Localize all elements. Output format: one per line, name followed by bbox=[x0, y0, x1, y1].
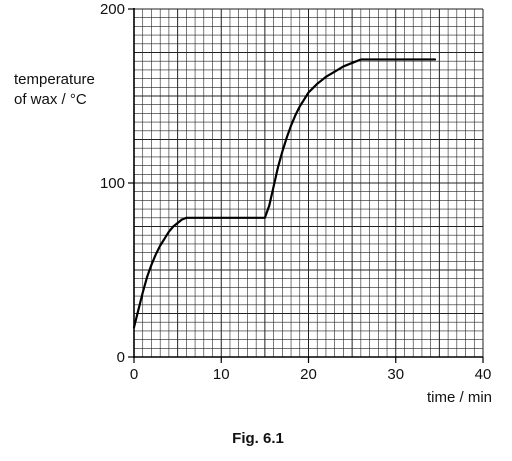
tick-labels: 0 10 20 30 40 0 100 200 bbox=[100, 1, 491, 383]
x-tick-label: 0 bbox=[130, 366, 138, 383]
grid bbox=[133, 8, 484, 358]
x-tick-label: 40 bbox=[475, 366, 492, 383]
y-tick-label: 0 bbox=[117, 349, 125, 366]
x-tick-label: 10 bbox=[213, 366, 230, 383]
axes bbox=[128, 8, 484, 363]
y-tick-label: 200 bbox=[100, 1, 125, 18]
figure-caption: Fig. 6.1 bbox=[232, 430, 284, 447]
x-tick-label: 20 bbox=[300, 366, 317, 383]
y-tick-label: 100 bbox=[100, 175, 125, 192]
temperature-curve bbox=[132, 58, 437, 329]
y-axis-title-line2: of wax / °C bbox=[14, 91, 87, 108]
y-axis-title-line1: temperature bbox=[14, 71, 95, 88]
x-axis-title: time / min bbox=[427, 389, 492, 406]
x-tick-label: 30 bbox=[387, 366, 404, 383]
series bbox=[132, 58, 437, 329]
